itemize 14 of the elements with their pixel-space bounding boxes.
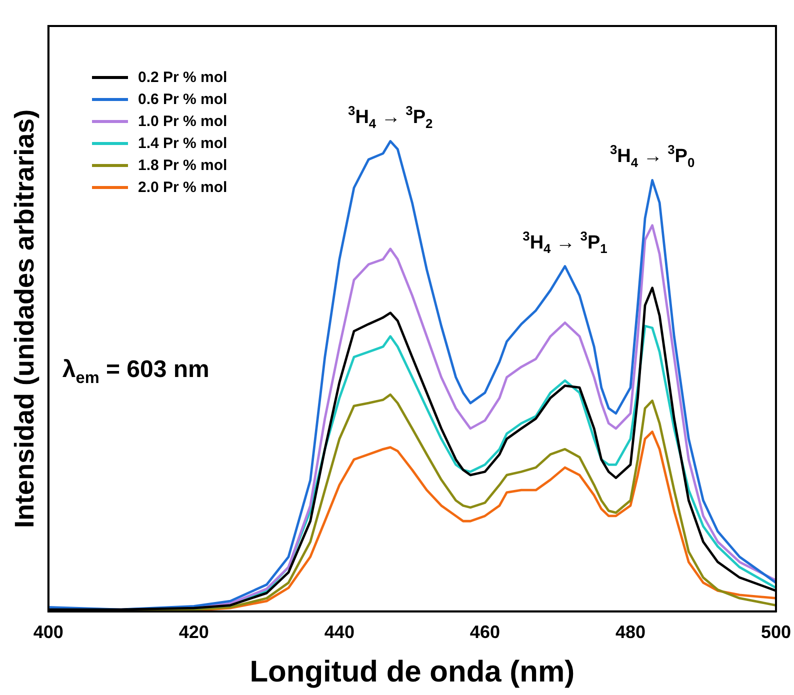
- legend-label: 1.8 Pr % mol: [138, 156, 228, 174]
- x-tick-label: 460: [470, 622, 500, 642]
- x-tick-label: 420: [178, 622, 209, 642]
- y-axis-title: Intensidad (unidades arbitrarias): [10, 109, 40, 528]
- x-tick-label: 500: [760, 622, 792, 642]
- legend-label: 1.4 Pr % mol: [138, 134, 228, 152]
- legend-label: 1.0 Pr % mol: [138, 112, 228, 130]
- legend-label: 0.6 Pr % mol: [138, 90, 228, 108]
- x-axis-title: Longitud de onda (nm): [250, 655, 575, 688]
- legend-label: 2.0 Pr % mol: [138, 178, 228, 196]
- legend-label: 0.2 Pr % mol: [138, 68, 228, 86]
- x-tick-label: 480: [615, 622, 646, 642]
- x-tick-label: 440: [324, 622, 354, 642]
- x-tick-label: 400: [33, 622, 64, 642]
